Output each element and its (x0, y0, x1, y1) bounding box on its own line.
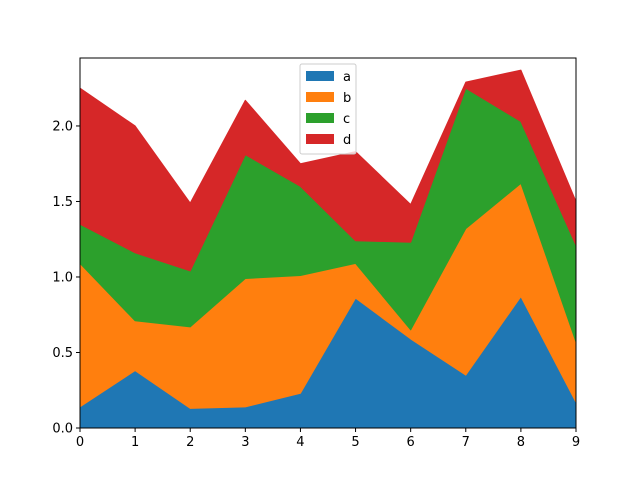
legend-label-c: c (343, 112, 350, 127)
legend-swatch-b (306, 92, 334, 102)
legend-swatch-c (306, 113, 334, 123)
x-tick-label: 8 (517, 435, 525, 450)
x-tick-label: 1 (131, 435, 139, 450)
x-tick-label: 9 (572, 435, 580, 450)
plot-frame (79, 57, 577, 429)
legend-box (299, 63, 357, 155)
x-tick-label: 4 (296, 435, 304, 450)
y-tick-label: 0.0 (52, 422, 73, 437)
legend-swatch-a (306, 71, 334, 81)
y-tick-label: 0.5 (52, 346, 73, 361)
y-tick-label: 2.0 (52, 119, 73, 134)
legend-swatch-d (306, 134, 334, 144)
y-axis: 0.0 0.5 1.0 1.5 2.0 (52, 119, 80, 437)
x-tick-label: 2 (186, 435, 194, 450)
x-tick-label: 3 (241, 435, 249, 450)
y-tick-label: 1.0 (52, 270, 73, 285)
x-tick-label: 7 (462, 435, 470, 450)
area-layers (79, 69, 577, 429)
x-tick-label: 6 (407, 435, 415, 450)
y-tick-label: 1.5 (52, 195, 73, 210)
legend-label-d: d (343, 133, 351, 148)
legend-label-b: b (343, 91, 351, 106)
x-tick-label: 5 (351, 435, 359, 450)
x-axis: 0 1 2 3 4 5 6 7 8 9 (76, 428, 580, 450)
legend-label-a: a (343, 70, 351, 85)
x-tick-label: 0 (76, 435, 84, 450)
